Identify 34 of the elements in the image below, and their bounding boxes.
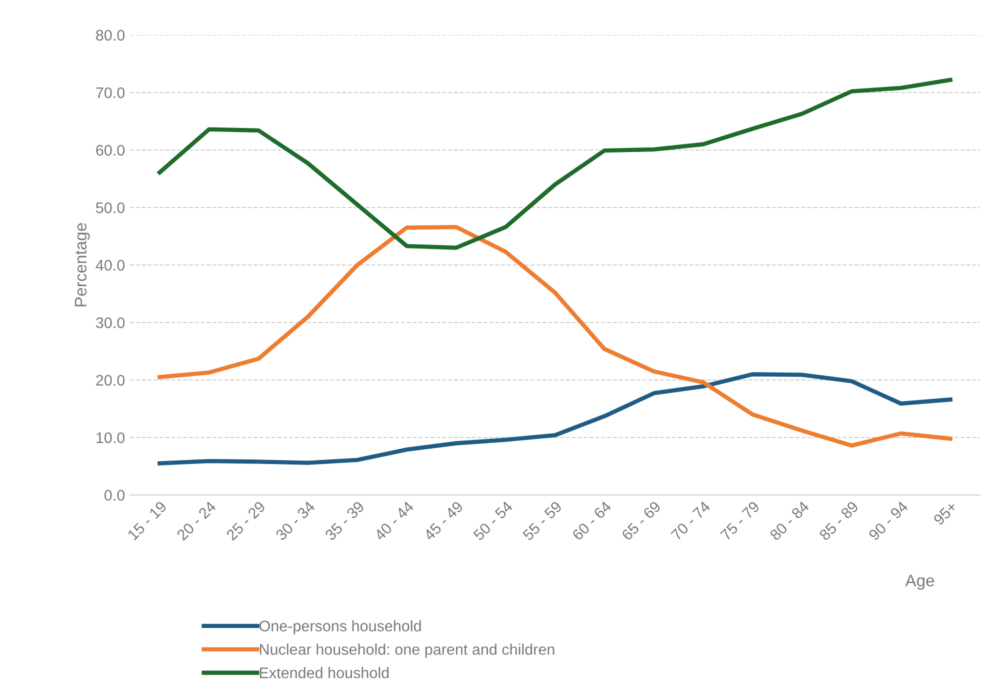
y-axis-title: Percentage [74,223,90,306]
x-tick-label: 70 - 74 [670,500,711,541]
x-tick-label: 20 - 24 [176,500,217,541]
y-tick-label: 20.0 [96,374,125,386]
x-tick-label: 40 - 44 [374,500,414,542]
y-tick-label: 30.0 [96,317,125,328]
legend-label: Nuclear household: one parent and children [260,644,554,658]
y-tick-label: 40.0 [96,260,125,271]
y-tick-label: 80.0 [96,30,125,41]
legend-label: Extended houshold [260,667,389,678]
y-tick-label: 50.0 [96,202,125,214]
y-tick-label: 0.0 [104,490,125,501]
x-tick-label: 85 - 89 [818,500,859,541]
y-tick-label: 10.0 [96,432,125,444]
x-tick-label: 95+ [932,500,958,526]
y-tick-label: 70.0 [96,87,125,98]
x-tick-label: 50 - 54 [472,500,514,541]
line-series [158,224,952,448]
line-series [158,372,952,466]
x-tick-label: 30 - 34 [274,500,316,542]
line-series [158,78,952,250]
x-tick-label: 35 - 39 [324,500,365,542]
x-tick-label: 15 - 19 [127,500,168,541]
y-tick-label: 60.0 [96,144,125,156]
legend-label: One-persons household [259,620,421,634]
x-tick-label: 90 - 94 [868,500,909,541]
x-tick-label: 25 - 29 [226,500,266,541]
x-tick-label: 60 - 64 [572,500,612,541]
x-tick-label: 80 - 84 [769,500,810,541]
x-tick-label: 55 - 59 [522,500,562,541]
x-tick-label: 65 - 69 [621,500,662,541]
x-tick-label: 75 - 79 [720,500,760,541]
x-axis-title: Age [905,574,934,590]
x-tick-label: 45 - 49 [423,500,464,542]
